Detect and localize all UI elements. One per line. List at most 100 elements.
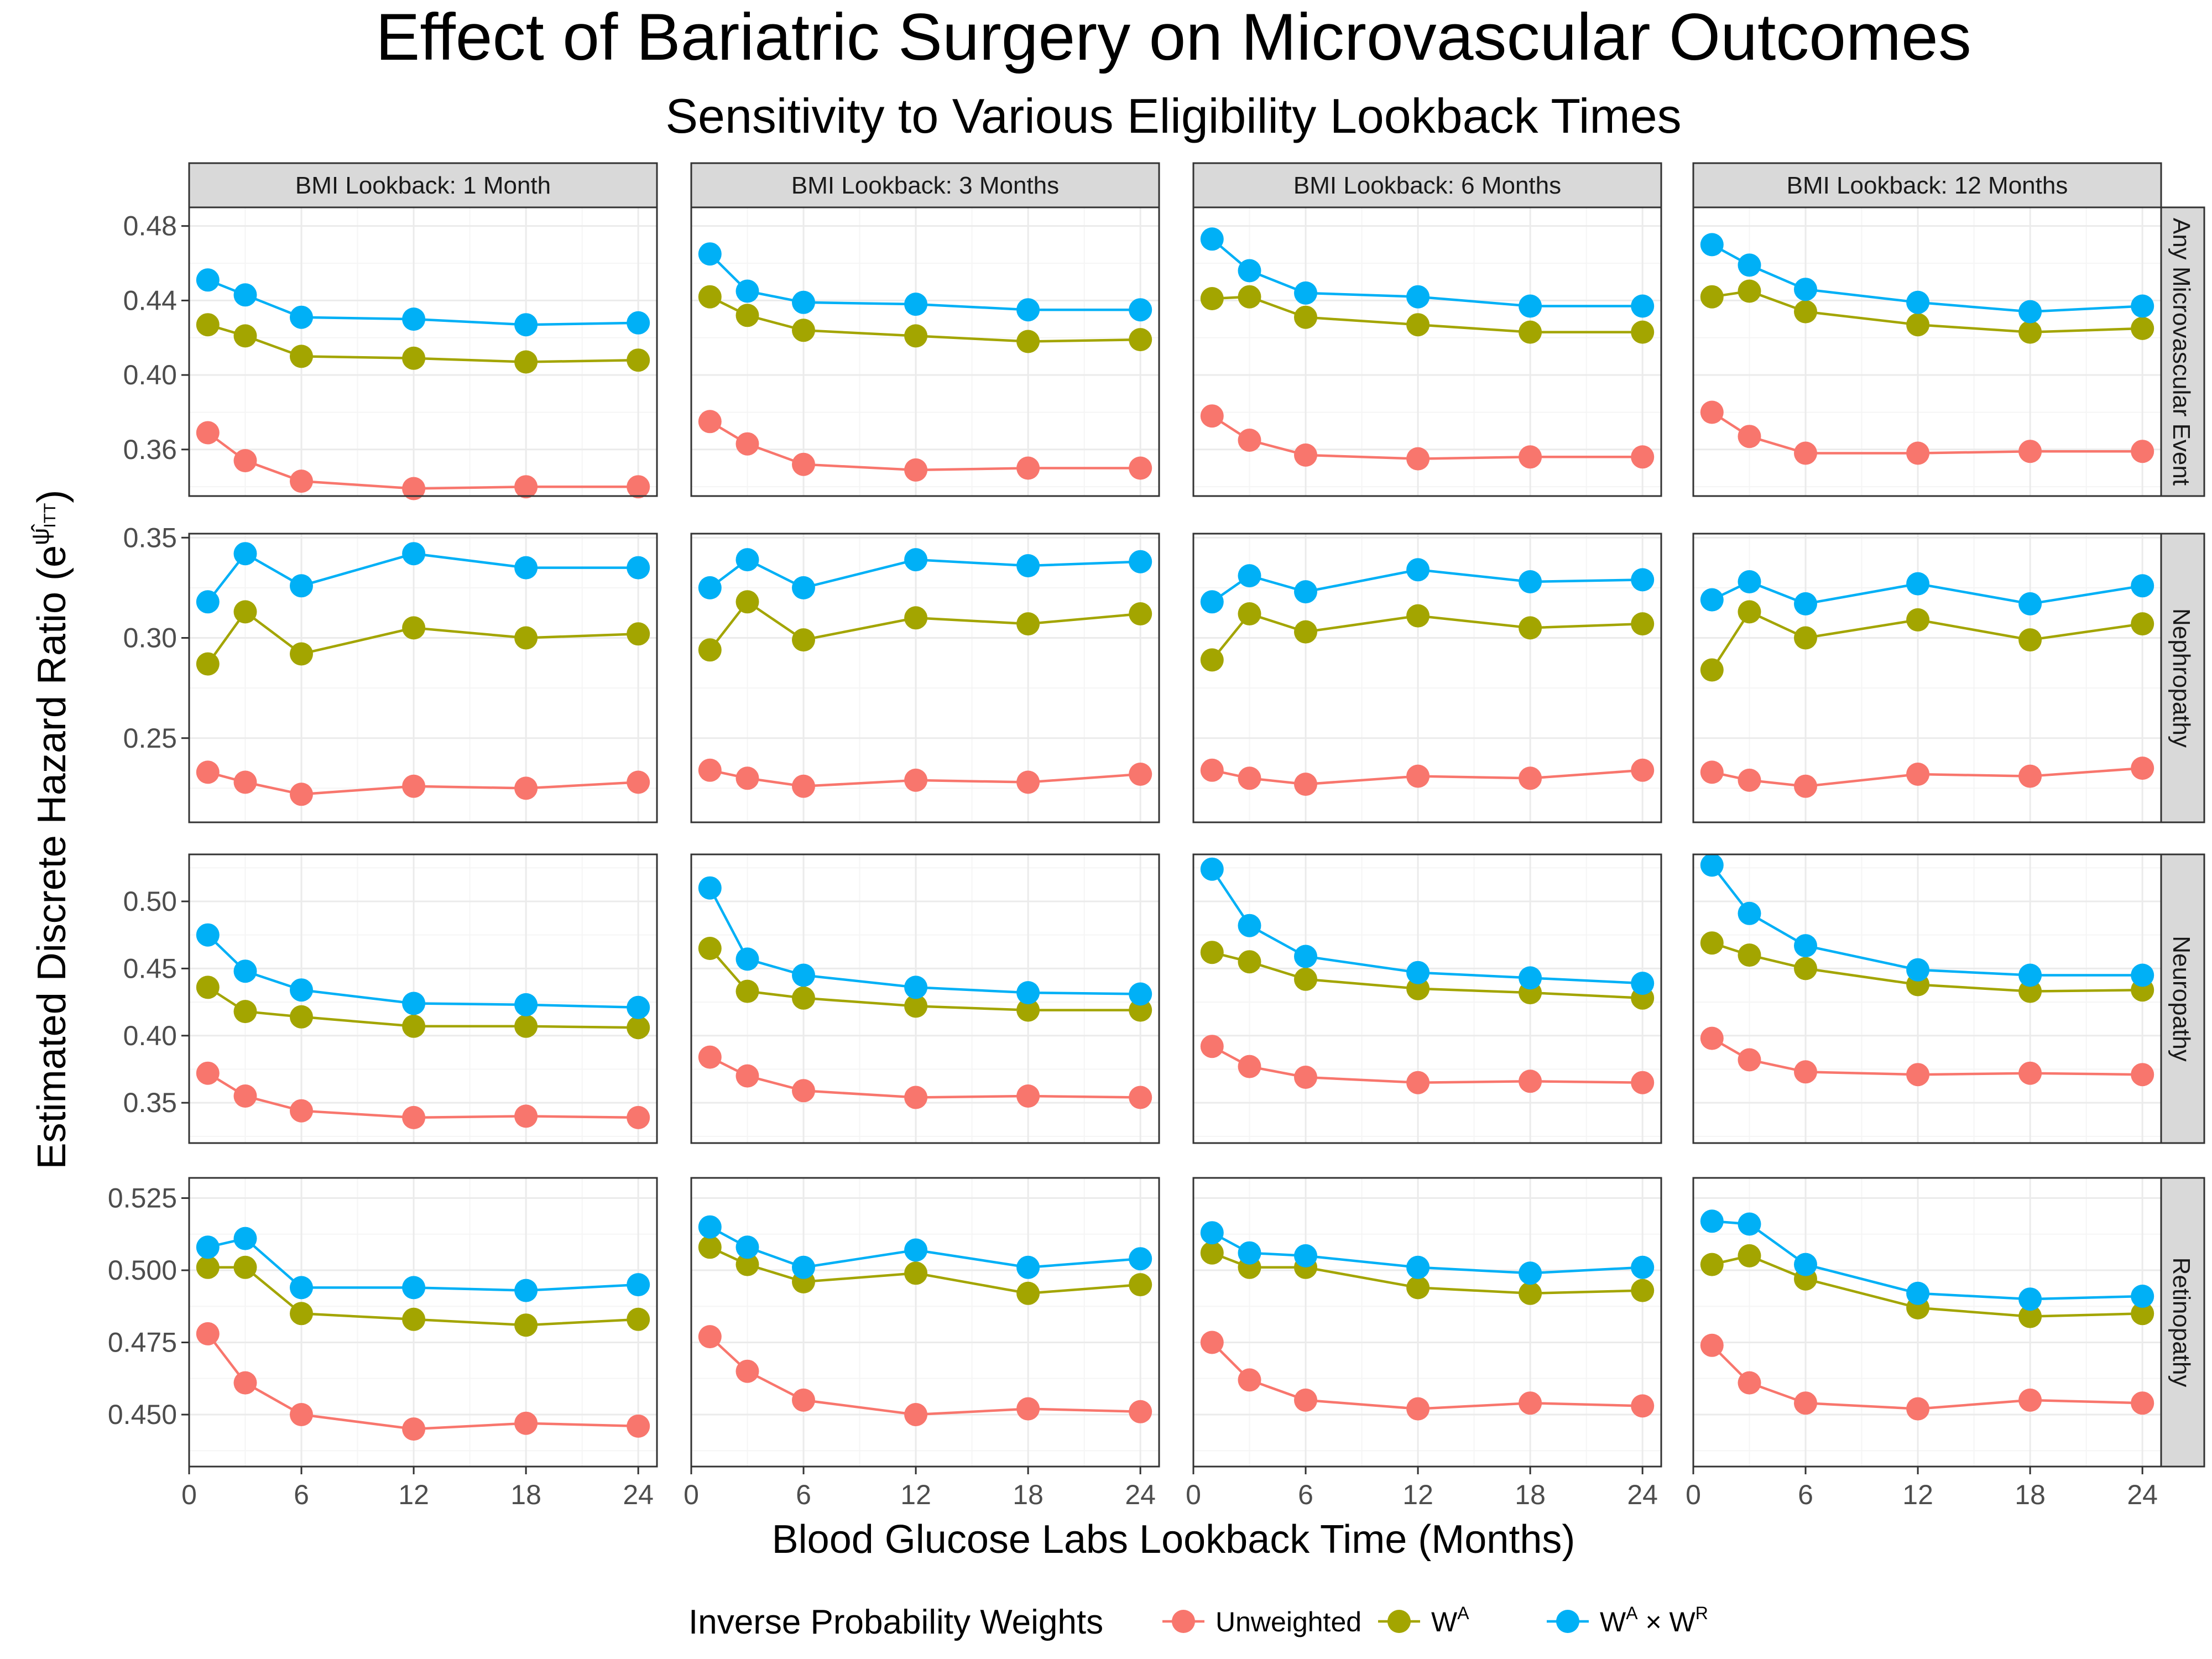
- data-point-unweighted: [233, 449, 257, 472]
- data-point-wawr: [1016, 981, 1040, 1005]
- data-point-wa: [1631, 612, 1655, 636]
- series-wawr: [1200, 227, 1655, 318]
- y-tick-label: 0.36: [123, 434, 177, 465]
- data-point-wawr: [792, 963, 815, 987]
- data-point-unweighted: [1794, 774, 1817, 798]
- column-strip-bg: [1692, 162, 2162, 208]
- data-point-unweighted: [1906, 1063, 1930, 1087]
- x-tick-label: 18: [1515, 1479, 1546, 1510]
- data-point-wa: [2018, 320, 2042, 344]
- y-axis-title: Estimated Discrete Hazard Ratio (eψ̂ITT): [27, 490, 74, 1170]
- data-point-wawr: [2018, 1287, 2042, 1311]
- data-point-wawr: [792, 576, 815, 599]
- data-point-wa: [1294, 305, 1317, 329]
- data-point-wawr: [698, 876, 722, 900]
- data-point-wa: [1406, 1276, 1430, 1300]
- panel-border: [188, 533, 658, 823]
- data-point-wa: [514, 350, 538, 374]
- data-point-unweighted: [196, 1061, 220, 1085]
- data-point-wawr: [1519, 570, 1542, 593]
- x-tick-label: 0: [1686, 1479, 1701, 1510]
- data-point-unweighted: [1294, 773, 1317, 796]
- panel-any-microvascular-event-col-2: [690, 206, 1160, 497]
- data-point-wawr: [1016, 1255, 1040, 1279]
- data-point-unweighted: [1129, 1086, 1152, 1109]
- data-point-unweighted: [627, 770, 650, 794]
- series-wawr: [698, 1215, 1152, 1279]
- data-point-wa: [402, 616, 426, 640]
- x-tick-label: 24: [2127, 1479, 2158, 1510]
- row-strip-label: Any Microvascular Event: [2168, 218, 2195, 486]
- data-point-wa: [904, 994, 928, 1018]
- y-tick-label: 0.35: [123, 1087, 177, 1118]
- x-tick-label: 24: [623, 1479, 654, 1510]
- data-point-wawr: [1738, 1212, 1761, 1236]
- y-tick-label: 0.30: [123, 623, 177, 654]
- data-point-wa: [2131, 612, 2154, 636]
- data-point-wa: [1238, 285, 1261, 309]
- column-strip-label: BMI Lookback: 6 Months: [1293, 172, 1561, 199]
- data-point-unweighted: [1700, 400, 1724, 424]
- data-point-wawr: [290, 1276, 313, 1300]
- data-point-unweighted: [1406, 764, 1430, 788]
- data-point-wa: [1738, 279, 1761, 303]
- x-tick-label: 12: [900, 1479, 931, 1510]
- data-point-wawr: [1294, 281, 1317, 305]
- data-point-wawr: [1631, 972, 1655, 995]
- data-point-wawr: [1794, 278, 1817, 301]
- panel-neuropathy-col-1: [188, 853, 658, 1144]
- data-point-wa: [792, 628, 815, 652]
- x-tick-label: 24: [1627, 1479, 1658, 1510]
- data-point-wawr: [2131, 574, 2154, 598]
- row-strip-label: Retinopathy: [2168, 1258, 2195, 1387]
- panel-retinopathy-col-2: [690, 1177, 1160, 1468]
- data-point-unweighted: [1294, 1066, 1317, 1089]
- panel-background: [1193, 1178, 1661, 1467]
- data-point-unweighted: [290, 782, 313, 806]
- legend-label-base: W: [1431, 1606, 1458, 1637]
- panel-border: [690, 206, 1160, 497]
- data-point-unweighted: [735, 432, 759, 456]
- data-point-unweighted: [698, 1045, 722, 1069]
- data-point-wawr: [196, 268, 220, 292]
- y-tick-label: 0.50: [123, 886, 177, 917]
- x-tick-label: 0: [1186, 1479, 1201, 1510]
- series-line-wawr: [708, 887, 1141, 995]
- data-point-wawr: [2131, 294, 2154, 318]
- x-tick-label: 18: [510, 1479, 541, 1510]
- series-unweighted: [1700, 400, 2154, 465]
- panel-border: [1192, 533, 1662, 823]
- data-point-wa: [402, 346, 426, 370]
- legend-label-base2: W: [1670, 1606, 1696, 1637]
- data-point-wawr: [1200, 1221, 1224, 1245]
- data-point-wa: [1238, 950, 1261, 974]
- panel-border: [1192, 1177, 1662, 1468]
- data-point-unweighted: [1200, 1331, 1224, 1354]
- panel-background: [1193, 207, 1661, 496]
- data-point-wawr: [1294, 1244, 1317, 1267]
- data-point-wawr: [2018, 592, 2042, 615]
- data-point-unweighted: [196, 1322, 220, 1345]
- data-point-wawr: [1794, 934, 1817, 958]
- column-strip-bg: [1192, 162, 1662, 208]
- y-tick-label: 0.525: [108, 1183, 177, 1214]
- panel-border: [188, 1177, 658, 1468]
- data-point-unweighted: [290, 469, 313, 493]
- data-point-unweighted: [1406, 1397, 1430, 1421]
- data-point-unweighted: [1200, 758, 1224, 782]
- series-wawr: [698, 548, 1152, 599]
- y-axis-title-exponent: ψ̂ITT: [27, 503, 59, 545]
- data-point-wa: [698, 937, 722, 960]
- data-point-wawr: [402, 992, 426, 1015]
- panel-any-microvascular-event-col-3: [1192, 206, 1662, 497]
- data-point-unweighted: [233, 1371, 257, 1395]
- panel-background: [1693, 1178, 2161, 1467]
- series-wa: [698, 937, 1152, 1022]
- data-point-unweighted: [2018, 1388, 2042, 1412]
- data-point-unweighted: [698, 758, 722, 782]
- data-point-wawr: [402, 307, 426, 331]
- data-point-unweighted: [1906, 441, 1930, 465]
- data-point-wawr: [2131, 1285, 2154, 1308]
- data-point-wawr: [735, 548, 759, 572]
- data-point-unweighted: [1016, 1397, 1040, 1421]
